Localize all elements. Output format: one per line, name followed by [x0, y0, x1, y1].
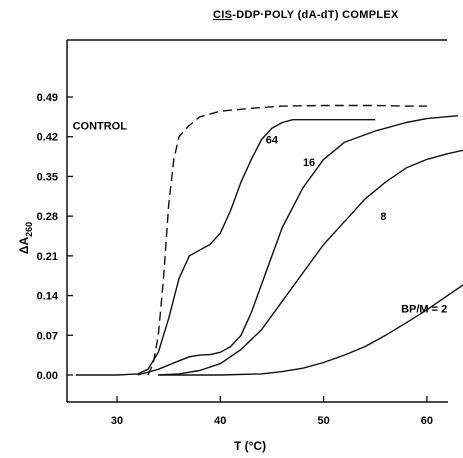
- chart-title-prefix: CIS: [213, 9, 232, 21]
- curve-labels: CONTROL 64 16 8 BP/M = 2: [73, 120, 448, 315]
- x-tick-label: 50: [317, 415, 329, 427]
- x-tick-label: 40: [214, 415, 226, 427]
- curve-label: 16: [303, 157, 315, 169]
- series-lines: [75, 104, 463, 376]
- curve-label: BP/M = 2: [401, 304, 447, 316]
- curve-label: 64: [266, 135, 279, 147]
- y-axis-label-main: ΔA: [17, 237, 31, 255]
- series-line-4: [158, 284, 463, 376]
- curve-label: 8: [380, 211, 386, 223]
- y-tick-label: 0.42: [37, 132, 58, 144]
- y-axis-ticks: 0.00 0.07 0.14 0.21 0.28 0.35 0.42 0.49: [37, 92, 73, 382]
- y-axis-label-subscript: 260: [24, 222, 34, 237]
- series-line-3: [158, 149, 463, 376]
- y-tick-label: 0.14: [37, 291, 59, 303]
- x-axis-ticks: 3040506070: [111, 396, 433, 427]
- y-axis-label: ΔA260: [17, 222, 34, 254]
- x-tick-label: 60: [421, 415, 433, 427]
- y-tick-label: 0.35: [37, 171, 58, 183]
- y-tick-label: 0.28: [37, 211, 58, 223]
- x-tick-label: 30: [111, 415, 123, 427]
- y-tick-label: 0.00: [37, 370, 58, 382]
- chart-title: CIS-DDP·POLY (dA-dT) COMPLEX: [213, 9, 399, 21]
- series-line-0: [147, 104, 427, 376]
- curve-label: CONTROL: [73, 120, 128, 132]
- x-axis-label: T (°C): [234, 439, 266, 453]
- series-line-2: [137, 115, 458, 376]
- series-line-1: [75, 118, 376, 376]
- y-tick-label: 0.49: [37, 92, 58, 104]
- y-tick-label: 0.21: [37, 251, 58, 263]
- y-tick-label: 0.07: [37, 330, 58, 342]
- chart-title-rest: -DDP·POLY (dA-dT) COMPLEX: [232, 9, 399, 21]
